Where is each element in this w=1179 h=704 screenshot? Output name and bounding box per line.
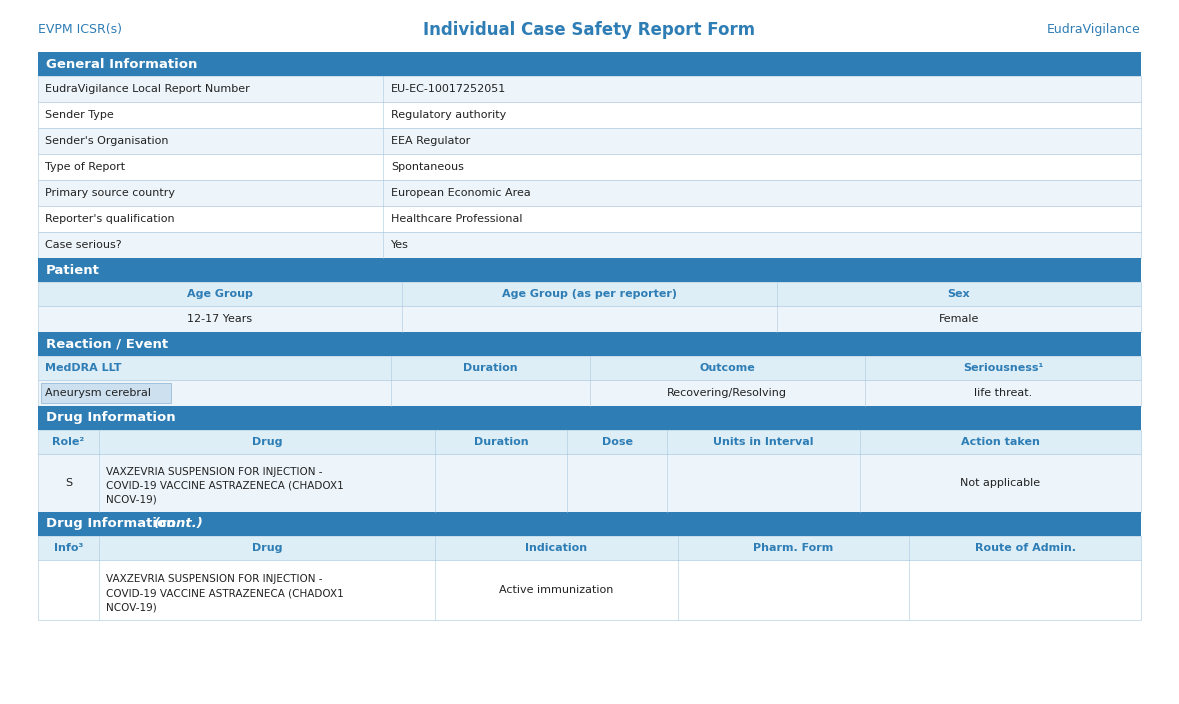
Text: Active immunization: Active immunization xyxy=(499,585,613,595)
Text: Healthcare Professional: Healthcare Professional xyxy=(391,214,522,224)
Bar xyxy=(41,383,171,403)
Text: Drug Information: Drug Information xyxy=(46,517,180,531)
Text: 12-17 Years: 12-17 Years xyxy=(187,314,252,324)
Text: Not applicable: Not applicable xyxy=(961,478,1040,488)
Text: EEA Regulator: EEA Regulator xyxy=(391,136,470,146)
Text: Reaction / Event: Reaction / Event xyxy=(46,337,169,351)
Text: Spontaneous: Spontaneous xyxy=(391,162,463,172)
Text: Primary source country: Primary source country xyxy=(45,188,174,198)
Bar xyxy=(38,306,1141,332)
Text: MedDRA LLT: MedDRA LLT xyxy=(45,363,121,373)
Bar xyxy=(38,102,1141,128)
Text: Age Group (as per reporter): Age Group (as per reporter) xyxy=(502,289,677,299)
Text: EVPM ICSR(s): EVPM ICSR(s) xyxy=(38,23,121,37)
Text: General Information: General Information xyxy=(46,58,197,70)
Text: COVID-19 VACCINE ASTRAZENECA (CHADOX1: COVID-19 VACCINE ASTRAZENECA (CHADOX1 xyxy=(106,481,343,491)
Bar xyxy=(38,232,1141,258)
Text: Drug Information: Drug Information xyxy=(46,412,176,425)
Text: Duration: Duration xyxy=(463,363,518,373)
Text: EudraVigilance Local Report Number: EudraVigilance Local Report Number xyxy=(45,84,250,94)
Text: EU-EC-10017252051: EU-EC-10017252051 xyxy=(391,84,506,94)
Text: European Economic Area: European Economic Area xyxy=(391,188,531,198)
Text: Drug: Drug xyxy=(251,437,282,447)
Text: Sex: Sex xyxy=(948,289,970,299)
Text: Regulatory authority: Regulatory authority xyxy=(391,110,506,120)
Text: Patient: Patient xyxy=(46,263,100,277)
Bar xyxy=(38,380,1141,406)
Text: VAXZEVRIA SUSPENSION FOR INJECTION -: VAXZEVRIA SUSPENSION FOR INJECTION - xyxy=(106,467,322,477)
Text: (cont.): (cont.) xyxy=(154,517,204,531)
Text: Case serious?: Case serious? xyxy=(45,240,121,250)
Bar xyxy=(38,52,1141,76)
Text: Sender Type: Sender Type xyxy=(45,110,113,120)
Text: Drug: Drug xyxy=(251,543,282,553)
Bar xyxy=(38,282,1141,306)
Text: VAXZEVRIA SUSPENSION FOR INJECTION -: VAXZEVRIA SUSPENSION FOR INJECTION - xyxy=(106,574,322,584)
Bar xyxy=(38,206,1141,232)
Bar xyxy=(38,76,1141,102)
Text: Duration: Duration xyxy=(474,437,528,447)
Text: Age Group: Age Group xyxy=(187,289,253,299)
Text: Recovering/Resolving: Recovering/Resolving xyxy=(667,388,788,398)
Bar xyxy=(38,430,1141,454)
Bar xyxy=(38,128,1141,154)
Bar xyxy=(38,406,1141,430)
Text: Dose: Dose xyxy=(601,437,633,447)
Text: NCOV-19): NCOV-19) xyxy=(106,495,157,505)
Text: Info³: Info³ xyxy=(54,543,83,553)
Text: Reporter's qualification: Reporter's qualification xyxy=(45,214,174,224)
Text: S: S xyxy=(65,478,72,488)
Text: Individual Case Safety Report Form: Individual Case Safety Report Form xyxy=(423,21,756,39)
Text: Female: Female xyxy=(938,314,980,324)
Bar xyxy=(38,180,1141,206)
Text: Pharm. Form: Pharm. Form xyxy=(753,543,834,553)
Bar xyxy=(38,258,1141,282)
Text: Indication: Indication xyxy=(526,543,587,553)
Bar xyxy=(38,154,1141,180)
Text: NCOV-19): NCOV-19) xyxy=(106,602,157,612)
Text: Action taken: Action taken xyxy=(961,437,1040,447)
Text: Outcome: Outcome xyxy=(699,363,756,373)
Text: Units in Interval: Units in Interval xyxy=(713,437,814,447)
Text: Type of Report: Type of Report xyxy=(45,162,125,172)
Bar xyxy=(38,560,1141,620)
Text: life threat.: life threat. xyxy=(974,388,1033,398)
Bar xyxy=(38,536,1141,560)
Text: Seriousness¹: Seriousness¹ xyxy=(963,363,1043,373)
Text: Role²: Role² xyxy=(52,437,85,447)
Text: Route of Admin.: Route of Admin. xyxy=(975,543,1075,553)
Text: Sender's Organisation: Sender's Organisation xyxy=(45,136,169,146)
Bar xyxy=(38,356,1141,380)
Text: COVID-19 VACCINE ASTRAZENECA (CHADOX1: COVID-19 VACCINE ASTRAZENECA (CHADOX1 xyxy=(106,588,343,598)
Bar xyxy=(38,454,1141,512)
Text: Aneurysm cerebral: Aneurysm cerebral xyxy=(45,388,151,398)
Bar xyxy=(38,512,1141,536)
Bar xyxy=(38,332,1141,356)
Text: EudraVigilance: EudraVigilance xyxy=(1047,23,1141,37)
Text: Yes: Yes xyxy=(391,240,409,250)
